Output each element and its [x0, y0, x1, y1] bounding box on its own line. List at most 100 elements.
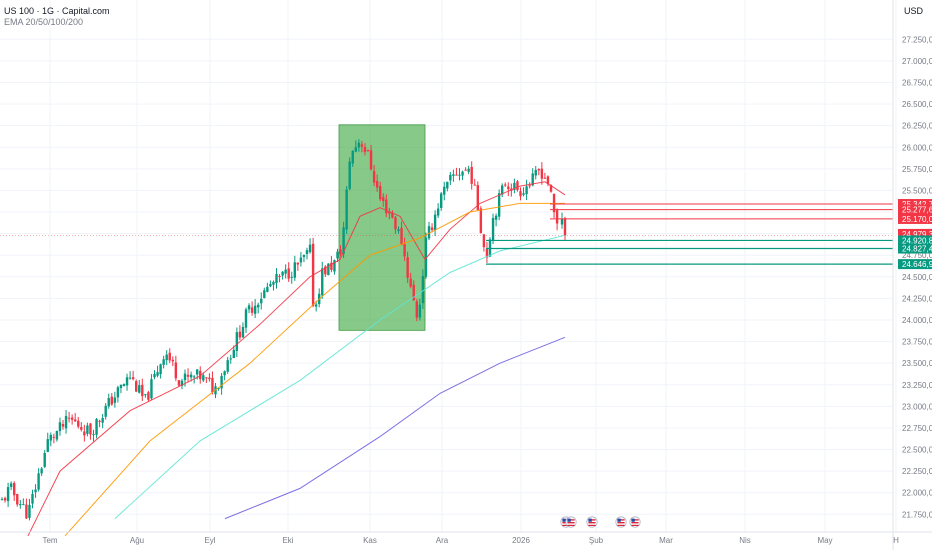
candle [443, 181, 446, 201]
candle-body [519, 191, 522, 197]
candle-body [458, 174, 461, 176]
price-tick-label: 22.250,0 [902, 467, 932, 476]
ema200-line [224, 336, 566, 520]
candle-body [138, 385, 141, 393]
candle-body [446, 181, 449, 189]
candle [479, 206, 483, 234]
candle [391, 210, 394, 219]
candle [232, 345, 235, 359]
candle-body [440, 193, 443, 208]
candle [351, 150, 354, 167]
time-tick-label: Ara [436, 536, 449, 545]
candle-body [546, 176, 550, 184]
candle [455, 167, 458, 176]
candle [46, 432, 49, 453]
candle [299, 251, 303, 267]
candle-body [363, 146, 367, 153]
candle-body [385, 199, 388, 214]
time-tick-label: Eyl [204, 536, 215, 545]
candle [440, 192, 443, 211]
candle [241, 322, 245, 338]
candle-body [189, 374, 193, 378]
ema50-line [64, 202, 565, 537]
candle [162, 355, 165, 369]
candle [16, 493, 19, 507]
candle [430, 223, 434, 233]
candle [324, 265, 327, 277]
candle [348, 157, 351, 191]
currency-label[interactable]: USD [904, 6, 924, 16]
candle [217, 387, 220, 391]
candle [34, 484, 37, 498]
candle [513, 178, 516, 194]
price-tag-bg [898, 243, 932, 254]
candle [436, 203, 440, 218]
candle [9, 481, 13, 491]
candle-body [55, 431, 59, 440]
candle-body [269, 284, 272, 287]
candle [116, 385, 120, 403]
candle-body [360, 144, 364, 147]
candle-body [104, 405, 107, 417]
candle-body [244, 309, 248, 328]
candle-body [199, 370, 202, 380]
candle-body [379, 186, 382, 200]
candle [278, 274, 281, 283]
candle-body [165, 354, 168, 361]
candle-body [83, 431, 86, 436]
candle-body [25, 504, 28, 519]
us-flag-icon [629, 516, 641, 528]
candle-body [196, 369, 199, 375]
candle-body [177, 380, 181, 386]
candle-body [302, 254, 306, 257]
candle-body [119, 384, 123, 388]
candle [507, 182, 510, 197]
candle [67, 411, 71, 423]
candle [70, 414, 74, 425]
candle-body [135, 381, 138, 392]
candle-body [220, 375, 223, 389]
candle-body [131, 377, 135, 380]
candle-body [77, 420, 80, 427]
candle [449, 171, 452, 186]
candle [199, 366, 202, 384]
time-tick-label: Mar [659, 536, 673, 545]
candle-body [150, 379, 153, 399]
candle-body [543, 177, 547, 179]
indicator-legend[interactable]: EMA 20/50/100/200 [4, 17, 84, 27]
candle-body [263, 290, 266, 298]
candle-body [464, 169, 467, 171]
candle [180, 378, 184, 390]
price-tick-label: 26.000,0 [902, 143, 932, 152]
candle [354, 140, 357, 153]
price-tick-label: 23.250,0 [902, 381, 932, 390]
candle-body [433, 214, 437, 231]
flag-stripe [631, 524, 639, 526]
candle-body [128, 377, 132, 379]
event-flags [560, 516, 641, 528]
us-flag-icon [565, 516, 577, 528]
candles [0, 139, 567, 521]
candle-body [107, 398, 110, 407]
candle [0, 497, 4, 501]
candle-body [452, 174, 455, 176]
candle-body [253, 305, 257, 314]
candle [308, 238, 312, 254]
candle [363, 143, 367, 156]
candle-body [281, 271, 284, 276]
candle [385, 194, 388, 218]
candle-body [0, 499, 4, 501]
candle [522, 187, 525, 197]
candle [563, 216, 567, 241]
candle-body [46, 439, 49, 452]
candle-body [504, 184, 507, 186]
candle-body [116, 387, 120, 398]
candle-body [467, 168, 470, 172]
candle [321, 261, 324, 299]
candle-body [494, 215, 498, 220]
candle-body [296, 262, 300, 265]
time-tick-label: Eki [282, 536, 293, 545]
candle [128, 371, 132, 380]
